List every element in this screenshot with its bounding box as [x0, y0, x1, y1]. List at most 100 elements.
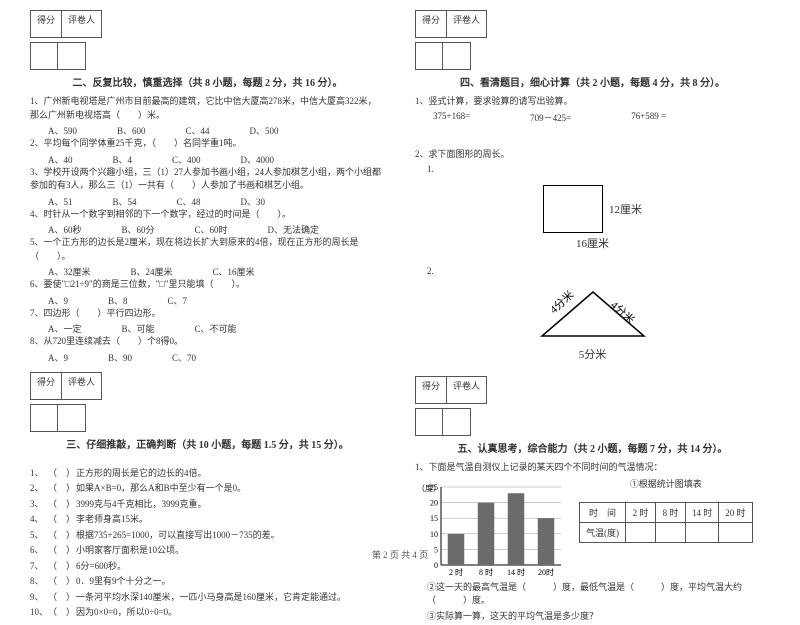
svg-text:20: 20: [430, 498, 438, 507]
judge-item: 2、（ ）如果A×B=0，那么A和B中至少有一个是0。: [30, 482, 385, 496]
score-label: 得分: [30, 372, 62, 400]
opt: B、24厘米: [131, 265, 173, 278]
opt: A、40: [48, 153, 73, 166]
left-column: 得分 评卷人 二、反复比较，慎重选择（共 8 小题，每题 2 分，共 16 分）…: [30, 10, 385, 625]
opt: C、60时: [195, 223, 228, 236]
calc: 375+168=: [433, 111, 470, 124]
q7-opts: A、一定 B、可能 C、不可能: [30, 322, 385, 335]
th: 8 时: [656, 502, 686, 522]
triangle-shape: 4分米 4分米 5分米: [415, 286, 770, 362]
opt: C、不可能: [195, 322, 237, 335]
temp-table: 时 间 2 时 8 时 14 时 20 时 气温(度): [579, 502, 753, 543]
table-row: 时 间 2 时 8 时 14 时 20 时: [580, 502, 753, 522]
score-box: 得分 评卷人: [30, 372, 385, 400]
s5-line2: ②这一天的最高气温是（ ）度，最低气温是（ ）度，平均气温大约（ ）度。: [415, 581, 770, 608]
q2-opts: A、40 B、4 C、400 D、4000: [30, 153, 385, 166]
grader-label: 评卷人: [447, 376, 487, 404]
q6-opts: A、9 B、8 C、7: [30, 294, 385, 307]
s4-q2: 2、求下面图形的周长。: [415, 148, 770, 162]
opt: B、8: [108, 294, 128, 307]
tri-bottom-label: 5分米: [579, 346, 607, 362]
score-box-blank: [30, 404, 385, 432]
s4-sub2: 2.: [415, 265, 770, 279]
score-box-blank: [415, 408, 770, 436]
opt: A、9: [48, 294, 68, 307]
judge-item: 4、（ ）李老师身高15米。: [30, 513, 385, 527]
judge-item: 8、（ ）0．9里有9个十分之一。: [30, 575, 385, 589]
section4-title: 四、看清题目，细心计算（共 2 小题，每题 4 分，共 8 分）。: [415, 74, 770, 89]
judge-item: 3、（ ）3999克与4千克相比，3999克重。: [30, 498, 385, 512]
q8: 8、从720里连续减去（ ）个8得0。: [30, 335, 385, 349]
th: 20 时: [719, 502, 752, 522]
cell: [719, 522, 752, 542]
page-footer: 第 2 页 共 4 页: [0, 548, 800, 561]
opt: B、90: [108, 351, 132, 364]
judge-item: 5、（ ）根据735+265=1000，可以直接写出1000－735的差。: [30, 529, 385, 543]
opt: A、32厘米: [48, 265, 91, 278]
score-box-blank: [415, 42, 770, 70]
svg-text:25: 25: [430, 483, 438, 492]
svg-text:10: 10: [430, 529, 438, 538]
chart-title: ①根据统计图填表: [579, 477, 753, 490]
page-content: 得分 评卷人 二、反复比较，慎重选择（共 8 小题，每题 2 分，共 16 分）…: [30, 10, 770, 625]
cell: [626, 522, 656, 542]
grader-label: 评卷人: [62, 10, 102, 38]
calc: 709－425=: [530, 111, 571, 124]
opt: A、51: [48, 195, 73, 208]
chart-right: ①根据统计图填表 时 间 2 时 8 时 14 时 20 时 气温(度): [579, 477, 753, 543]
grader-label: 评卷人: [447, 10, 487, 38]
q2: 2、平均每个同学体重25千克，（ ）名同学重1吨。: [30, 137, 385, 151]
opt: C、48: [177, 195, 201, 208]
judge-item: 9、（ ）一条河平均水深140厘米，一匹小马身高是160厘米，它肯定能通过。: [30, 591, 385, 605]
th: 2 时: [626, 502, 656, 522]
q3: 3、学校开设两个兴趣小组，三（1）27人参加书画小组，24人参加棋艺小组，两个小…: [30, 166, 385, 193]
square-right-label: 12厘米: [609, 201, 642, 217]
section3-title: 三、仔细推敲，正确判断（共 10 小题，每题 1.5 分，共 15 分）。: [30, 436, 385, 451]
opt: A、60秒: [48, 223, 82, 236]
judge-item: 7、（ ）6分=600秒。: [30, 560, 385, 574]
cell: [686, 522, 719, 542]
right-column: 得分 评卷人 四、看清题目，细心计算（共 2 小题，每题 4 分，共 8 分）。…: [415, 10, 770, 625]
opt: A、一定: [48, 322, 82, 335]
opt: B、4: [113, 153, 133, 166]
th: 14 时: [686, 502, 719, 522]
svg-text:20时: 20时: [538, 567, 554, 577]
svg-text:14 时: 14 时: [507, 567, 525, 577]
calc-row: 375+168= 709－425= 76+589 =: [415, 111, 770, 124]
tri-right-label: 4分米: [607, 299, 636, 327]
opt: C、16厘米: [213, 265, 255, 278]
q3-opts: A、51 B、54 C、48 D、30: [30, 195, 385, 208]
bar-chart: （度）05101520252 时8 时14 时20时: [415, 481, 565, 581]
triangle-icon: 4分米 4分米: [528, 286, 658, 346]
section5-title: 五、认真思考，综合能力（共 2 小题，每题 7 分，共 14 分）。: [415, 440, 770, 455]
grader-blank: [58, 404, 86, 432]
score-blank: [30, 42, 58, 70]
s5-line3: ③实际算一算，这天的平均气温是多少度？: [415, 610, 770, 624]
grader-blank: [58, 42, 86, 70]
opt: C、70: [172, 351, 196, 364]
judge-list: 1、（ ）正方形的周长是它的边长的4倍。 2、（ ）如果A×B=0，那么A和B中…: [30, 467, 385, 620]
score-box-blank: [30, 42, 385, 70]
score-label: 得分: [415, 10, 447, 38]
opt: C、44: [186, 124, 210, 137]
q8-opts: A、9 B、90 C、70: [30, 351, 385, 364]
opt: C、7: [168, 294, 188, 307]
q4-opts: A、60秒 B、60分 C、60时 D、无法确定: [30, 223, 385, 236]
svg-text:2 时: 2 时: [449, 567, 463, 577]
s4-sub1: 1.: [415, 163, 770, 177]
svg-text:0: 0: [434, 561, 438, 570]
q1: 1、广州新电视塔是广州市目前最高的建筑，它比中信大厦高278米，中信大厦高322…: [30, 95, 385, 122]
opt: B、60分: [122, 223, 155, 236]
score-blank: [415, 42, 443, 70]
square-bottom-label: 16厘米: [576, 235, 609, 251]
opt: A、590: [48, 124, 77, 137]
score-blank: [415, 408, 443, 436]
score-blank: [30, 404, 58, 432]
opt: D、4000: [241, 153, 275, 166]
judge-item: 10、（ ）因为0×0=0，所以0÷0=0。: [30, 606, 385, 620]
score-box: 得分 评卷人: [415, 376, 770, 404]
th: 时 间: [580, 502, 626, 522]
judge-item: 1、（ ）正方形的周长是它的边长的4倍。: [30, 467, 385, 481]
opt: B、可能: [122, 322, 155, 335]
opt: C、400: [172, 153, 201, 166]
